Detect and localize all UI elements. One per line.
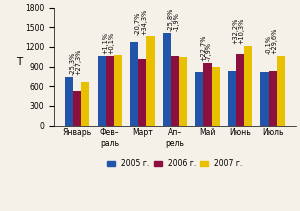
Bar — [114, 55, 122, 126]
Bar — [130, 42, 138, 126]
Text: -1,9%: -1,9% — [173, 12, 179, 31]
Text: +22,7%: +22,7% — [200, 34, 206, 61]
Bar — [81, 82, 89, 126]
Bar — [179, 57, 187, 126]
Bar — [106, 56, 114, 126]
Y-axis label: Т: Т — [16, 57, 22, 67]
Bar — [98, 56, 106, 126]
Bar — [146, 37, 154, 126]
Bar — [244, 46, 252, 126]
Legend: 2005 г., 2006 г., 2007 г.: 2005 г., 2006 г., 2007 г. — [104, 156, 245, 171]
Bar — [236, 54, 244, 126]
Text: +10,3%: +10,3% — [238, 18, 244, 44]
Text: +32,2%: +32,2% — [233, 17, 239, 44]
Bar — [260, 72, 268, 126]
Bar — [65, 77, 73, 126]
Text: +27,3%: +27,3% — [76, 49, 82, 75]
Text: +29,6%: +29,6% — [271, 28, 277, 54]
Text: -7,9%: -7,9% — [206, 42, 212, 61]
Text: +0,1%: +0,1% — [108, 31, 114, 54]
Bar — [73, 91, 81, 126]
Bar — [268, 71, 277, 126]
Text: -20,7%: -20,7% — [135, 11, 141, 35]
Text: +1,1%: +1,1% — [102, 31, 108, 54]
Text: -25,3%: -25,3% — [70, 52, 76, 75]
Bar — [163, 32, 171, 126]
Bar — [195, 72, 203, 126]
Text: +34,3%: +34,3% — [141, 8, 147, 35]
Bar — [203, 63, 211, 126]
Bar — [171, 56, 179, 126]
Bar — [277, 56, 285, 126]
Text: -0,1%: -0,1% — [265, 35, 271, 54]
Text: -25,8%: -25,8% — [168, 7, 174, 31]
Bar — [138, 60, 146, 126]
Bar — [228, 70, 236, 126]
Bar — [212, 67, 220, 126]
